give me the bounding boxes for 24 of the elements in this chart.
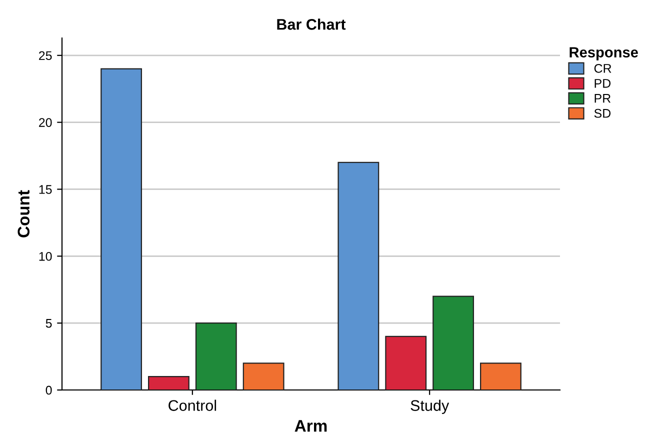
legend-label: PR [594,94,611,103]
y-tick-label: 10 [39,252,52,261]
bar [385,336,427,390]
y-tick-label: 0 [46,386,52,395]
x-tick-label: Control [168,400,216,411]
legend-title: Response [570,47,638,60]
x-axis-title: Arm [294,420,327,432]
bar [480,362,522,390]
bar [432,296,474,390]
x-tick-label: Study [410,400,450,414]
bar [100,68,142,390]
legend-label: CR [594,64,612,73]
bar [195,322,237,390]
y-tick-label: 25 [39,51,52,60]
y-tick-label: 5 [46,319,52,328]
y-tick-label: 15 [39,185,52,194]
chart-title: Bar Chart [277,18,346,30]
y-axis-title: Count [18,190,30,238]
y-tick-label: 20 [39,118,52,127]
legend-label: SD [594,108,611,118]
legend-label: PD [594,79,611,88]
bar [338,162,380,390]
bar [242,362,284,390]
bar [148,376,190,390]
